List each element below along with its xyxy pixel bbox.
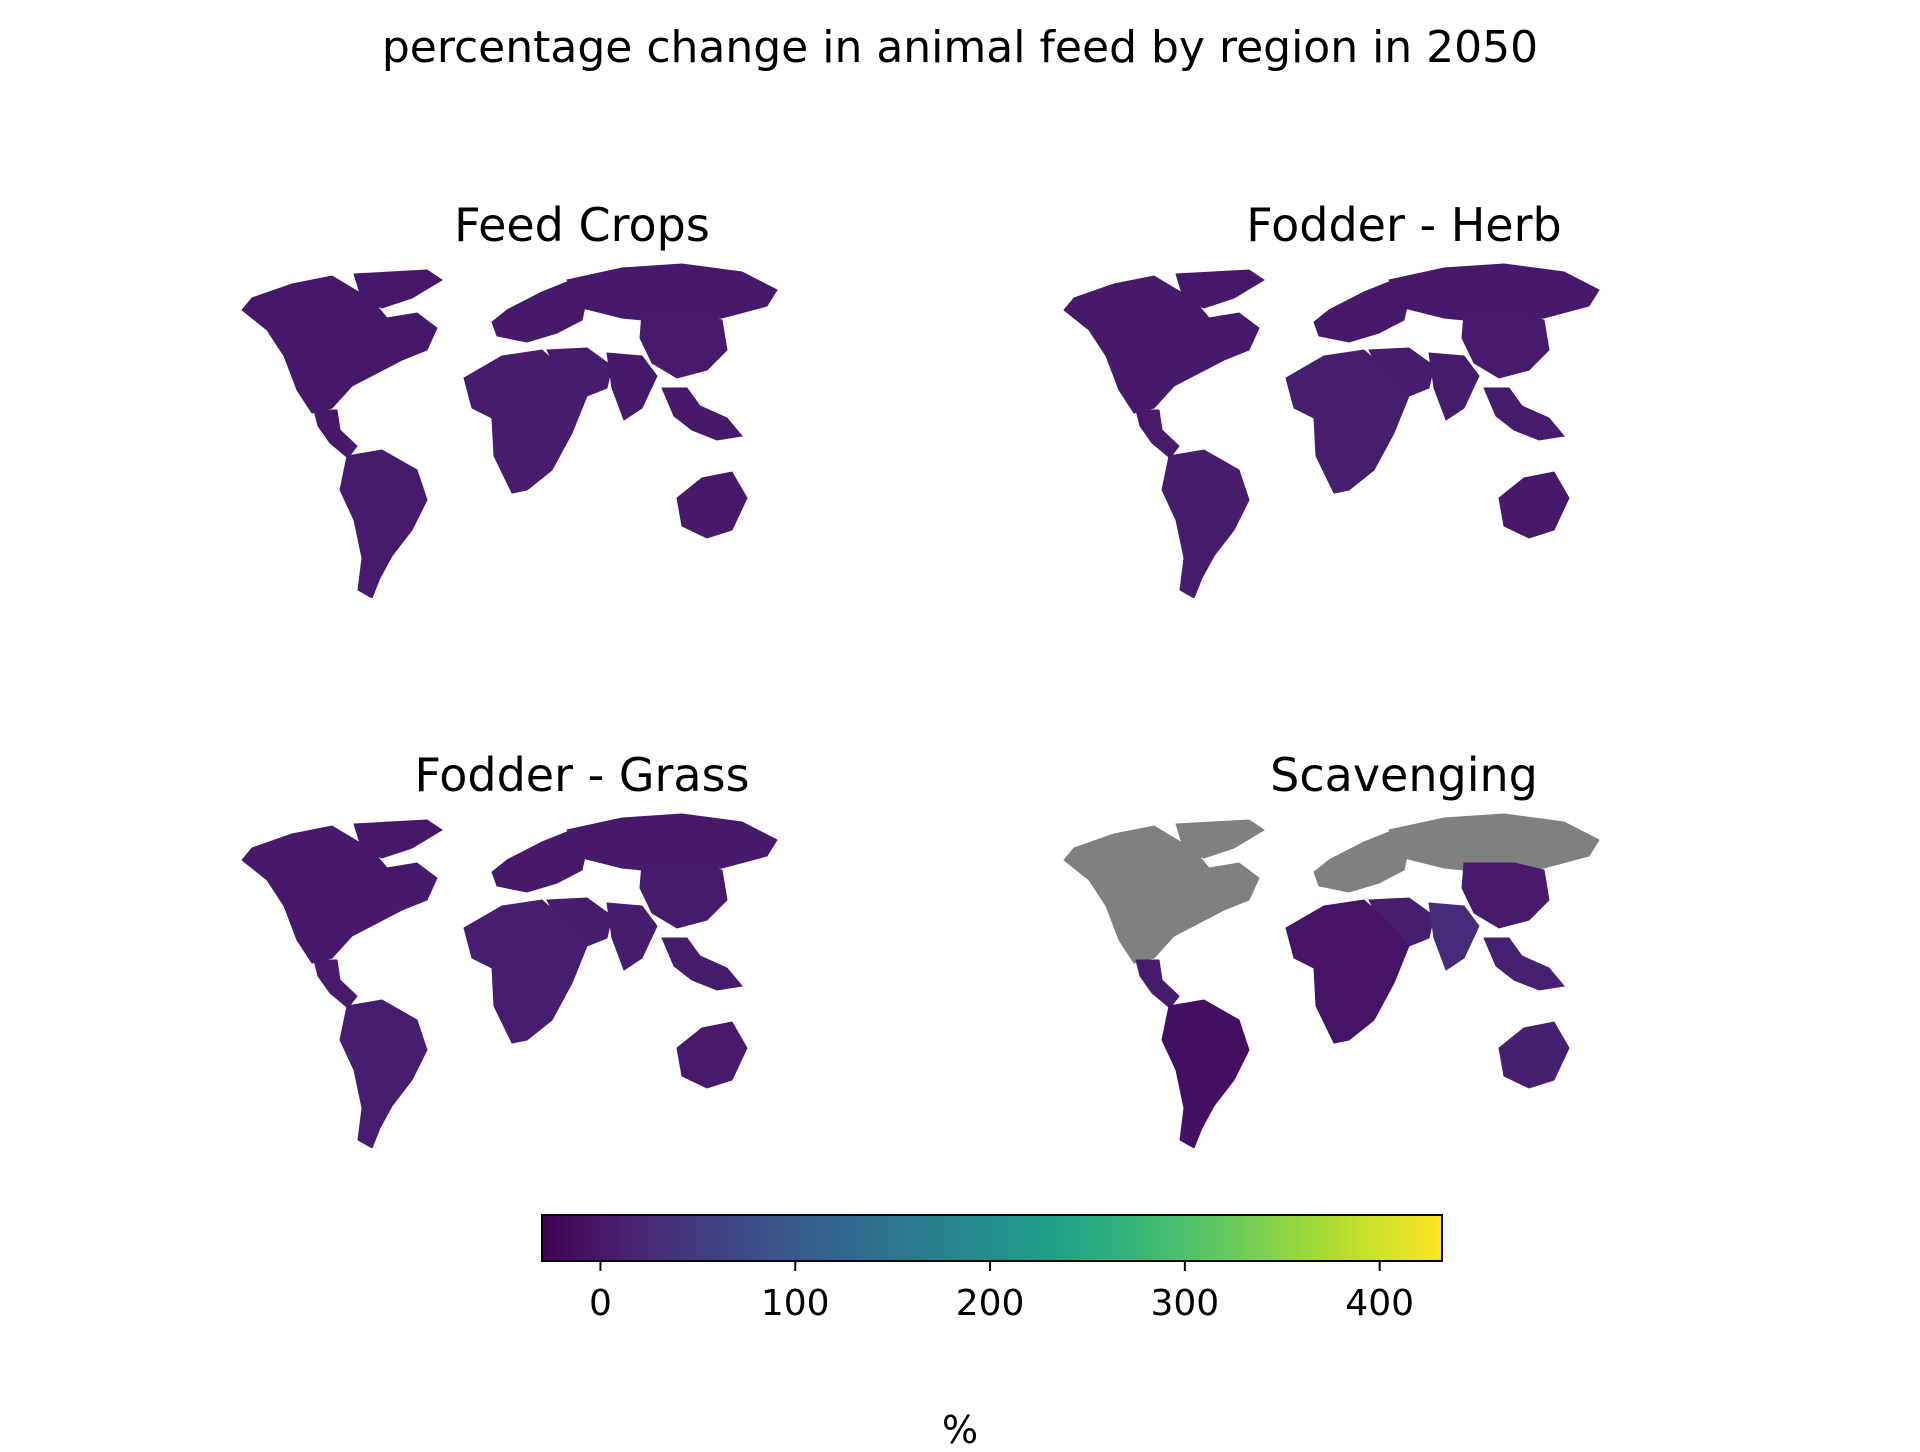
region-southeast-asia xyxy=(1483,387,1565,441)
region-southeast-asia xyxy=(661,937,743,991)
colorbar-tick-label: 300 xyxy=(1150,1283,1220,1324)
region-africa xyxy=(463,899,588,1044)
region-north-america xyxy=(241,825,438,964)
colorbar-tick-label: 100 xyxy=(760,1283,830,1324)
region-south-asia xyxy=(606,352,658,421)
world-map xyxy=(241,263,778,598)
region-china xyxy=(1461,312,1550,379)
region-south-asia xyxy=(1428,902,1480,971)
colorbar-tick-label: 200 xyxy=(955,1283,1025,1324)
region-central-america xyxy=(1135,409,1180,459)
region-china xyxy=(1461,862,1550,929)
region-south-america xyxy=(1161,999,1250,1148)
colorbar-tick-label: 400 xyxy=(1345,1283,1415,1324)
region-north-america xyxy=(241,275,438,414)
world-map xyxy=(241,813,778,1148)
region-africa xyxy=(463,349,588,494)
map-panel-fodder-grass: Fodder - Grass xyxy=(222,748,942,1148)
region-south-america xyxy=(1161,449,1250,598)
region-north-america xyxy=(1063,825,1260,964)
region-europe xyxy=(491,279,588,343)
region-south-asia xyxy=(606,902,658,971)
colorbar-bar xyxy=(541,1214,1443,1262)
region-oceania xyxy=(676,471,748,539)
world-map xyxy=(1063,813,1600,1148)
region-russia xyxy=(566,813,778,874)
colorbar-gradient xyxy=(541,1214,1443,1271)
region-central-america xyxy=(1135,959,1180,1009)
region-north-america xyxy=(1063,275,1260,414)
region-oceania xyxy=(676,1021,748,1089)
region-europe xyxy=(1313,279,1410,343)
colorbar: % 0 100 200 300 400 xyxy=(0,1210,1920,1452)
map-panel-fodder-herb: Fodder - Herb xyxy=(1044,198,1764,598)
map-panel-scavenging: Scavenging xyxy=(1044,748,1764,1148)
region-europe xyxy=(1313,829,1410,893)
region-south-america xyxy=(339,999,428,1148)
region-china xyxy=(639,312,728,379)
region-china xyxy=(639,862,728,929)
region-russia xyxy=(1388,813,1600,874)
region-africa xyxy=(1285,349,1410,494)
colorbar-unit-label: % xyxy=(941,1408,979,1452)
region-southeast-asia xyxy=(1483,937,1565,991)
region-south-asia xyxy=(1428,352,1480,421)
region-oceania xyxy=(1498,471,1570,539)
panel-title: Scavenging xyxy=(1270,748,1538,802)
region-russia xyxy=(566,263,778,324)
world-map xyxy=(1063,263,1600,598)
region-africa xyxy=(1285,899,1410,1044)
main-title: percentage change in animal feed by regi… xyxy=(381,22,1539,73)
region-oceania xyxy=(1498,1021,1570,1089)
region-southeast-asia xyxy=(661,387,743,441)
colorbar-tick-label: 0 xyxy=(588,1283,612,1324)
region-central-america xyxy=(313,959,358,1009)
map-panel-feed-crops: Feed Crops xyxy=(222,198,942,598)
region-europe xyxy=(491,829,588,893)
region-south-america xyxy=(339,449,428,598)
panel-title: Fodder - Grass xyxy=(414,748,750,802)
region-russia xyxy=(1388,263,1600,324)
panel-title: Fodder - Herb xyxy=(1246,198,1562,252)
panel-title: Feed Crops xyxy=(454,198,710,252)
region-central-america xyxy=(313,409,358,459)
